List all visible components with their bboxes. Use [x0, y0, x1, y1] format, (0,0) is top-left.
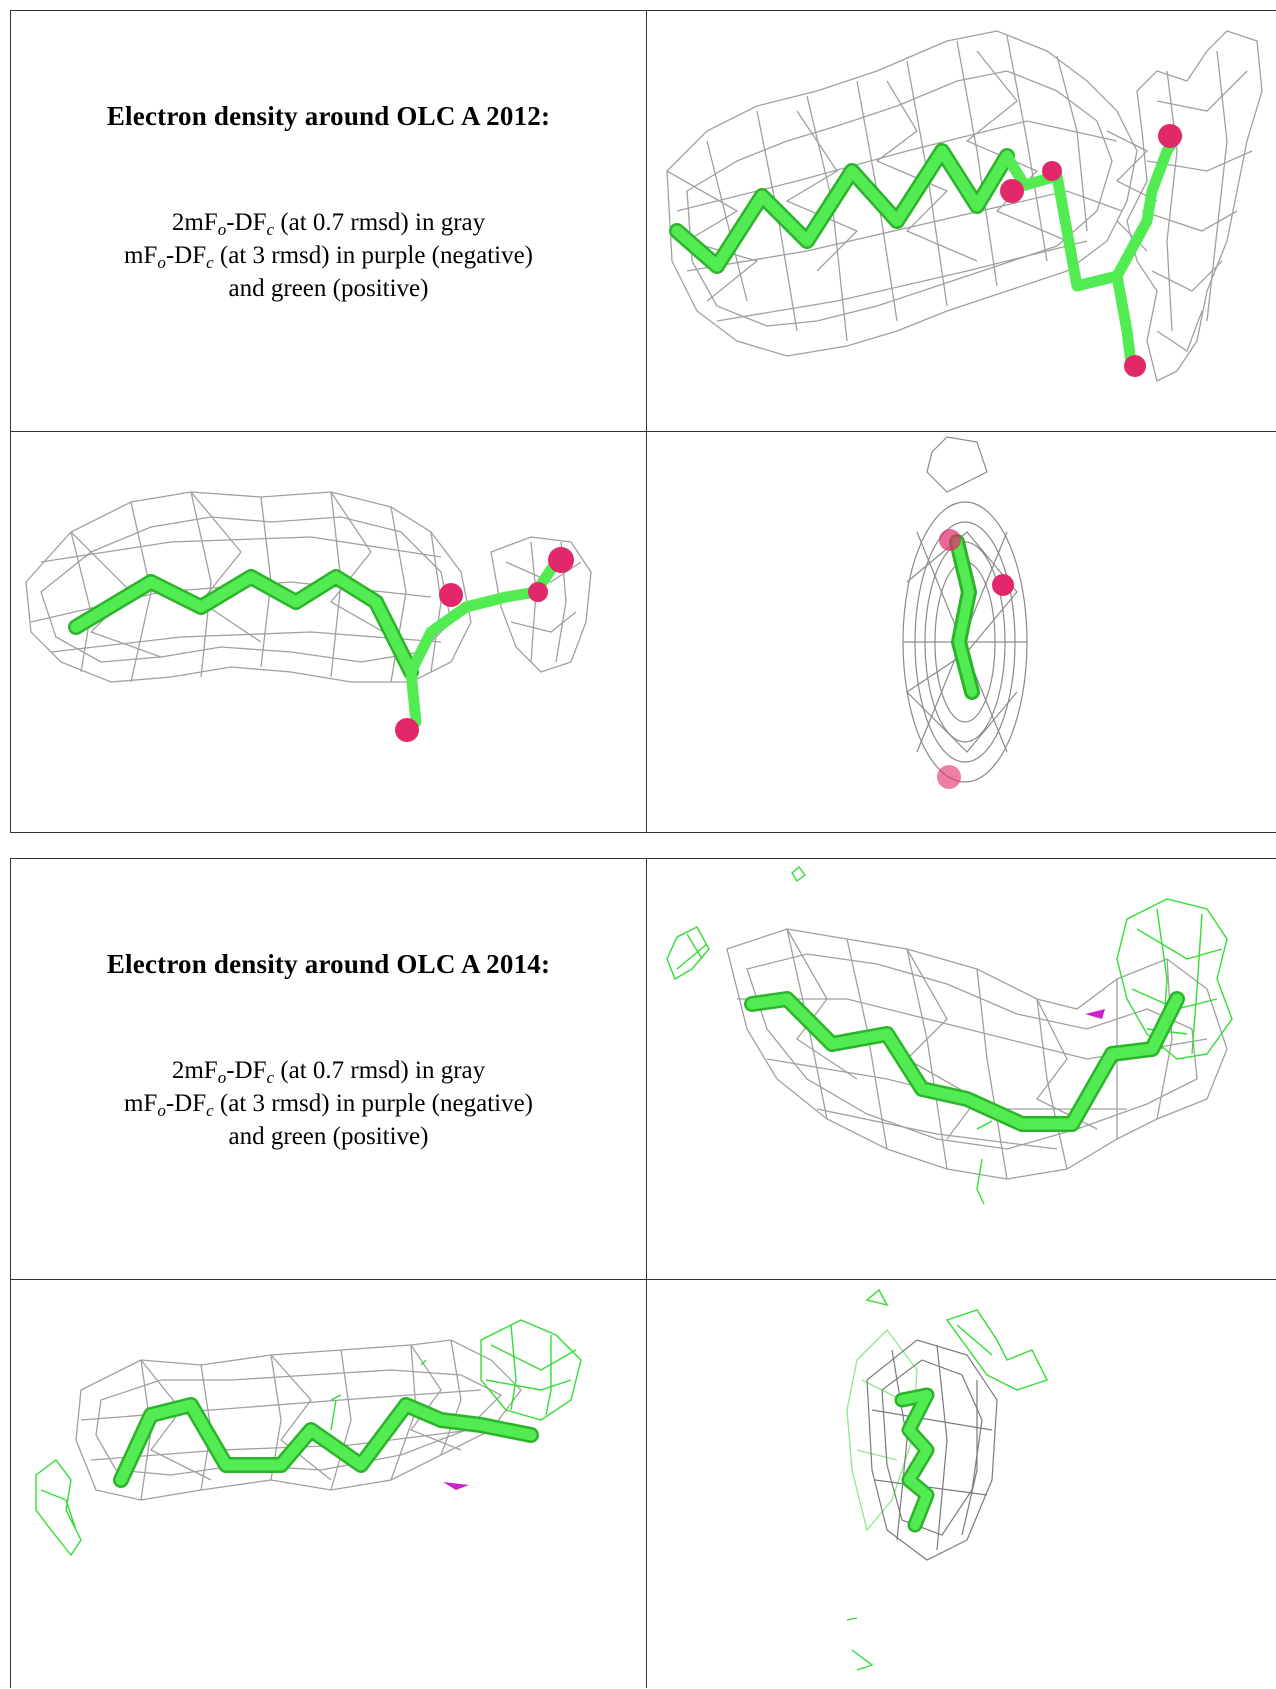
- desc-line-2: mFo-DFc (at 3 rmsd) in purple (negative): [123, 1090, 534, 1120]
- panel-description: 2mFo-DFc (at 0.7 rmsd) in gray mFo-DFc (…: [11, 1054, 646, 1153]
- panel-description: 2mFo-DFc (at 0.7 rmsd) in gray mFo-DFc (…: [11, 206, 646, 305]
- density-render-bottom-left: [25, 491, 592, 742]
- ligand-olc-2014: [744, 991, 1185, 1132]
- density-render-bottom-right: [846, 1288, 1048, 1671]
- mesh-positive: [35, 1319, 582, 1557]
- ligand-olc-2014-endon: [894, 1387, 935, 1533]
- desc-line-3: and green (positive): [228, 1123, 429, 1150]
- desc-line-1: 2mFo-DFc (at 0.7 rmsd) in gray: [171, 1057, 486, 1087]
- panel-heading: Electron density around OLC A 2014:: [106, 949, 551, 979]
- density-render-top-right: [666, 865, 1233, 1205]
- oxygen-atoms: [937, 529, 1014, 789]
- ligand-olc-2014-front: [113, 1397, 539, 1488]
- figure-panel-olc-2012: Electron density around OLC A 2012: 2mFo…: [10, 10, 1276, 833]
- mesh-2fofc: [666, 30, 1263, 382]
- ligand-olc-2012-endon: [949, 534, 980, 700]
- desc-line-1: 2mFo-DFc (at 0.7 rmsd) in gray: [171, 209, 486, 239]
- panel-heading: Electron density around OLC A 2012:: [106, 101, 551, 131]
- column-divider: [646, 11, 647, 832]
- caption-cell: Electron density around OLC A 2014: 2mFo…: [11, 859, 646, 1279]
- density-render-top-right: [666, 30, 1263, 382]
- desc-line-3: and green (positive): [228, 275, 429, 302]
- oxygen-atoms: [395, 547, 574, 742]
- mesh-2fofc: [866, 1339, 998, 1561]
- density-render-bottom-right: [902, 436, 1028, 789]
- oxygen-atoms: [1000, 124, 1182, 377]
- ligand-olc-2012: [669, 130, 1183, 377]
- mesh-positive: [666, 865, 1233, 1205]
- row-divider: [11, 431, 1276, 432]
- mesh-negative: [1085, 1009, 1105, 1019]
- figure-panel-olc-2014: Electron density around OLC A 2014: 2mFo…: [10, 858, 1276, 1688]
- column-divider: [646, 859, 647, 1688]
- mesh-negative: [443, 1482, 469, 1490]
- ligand-olc-2012-front: [68, 556, 562, 728]
- desc-line-2: mFo-DFc (at 3 rmsd) in purple (negative): [123, 242, 534, 272]
- caption-cell: Electron density around OLC A 2012: 2mFo…: [11, 11, 646, 431]
- mesh-positive: [846, 1288, 1048, 1671]
- row-divider: [11, 1279, 1276, 1280]
- density-render-bottom-left: [35, 1319, 582, 1557]
